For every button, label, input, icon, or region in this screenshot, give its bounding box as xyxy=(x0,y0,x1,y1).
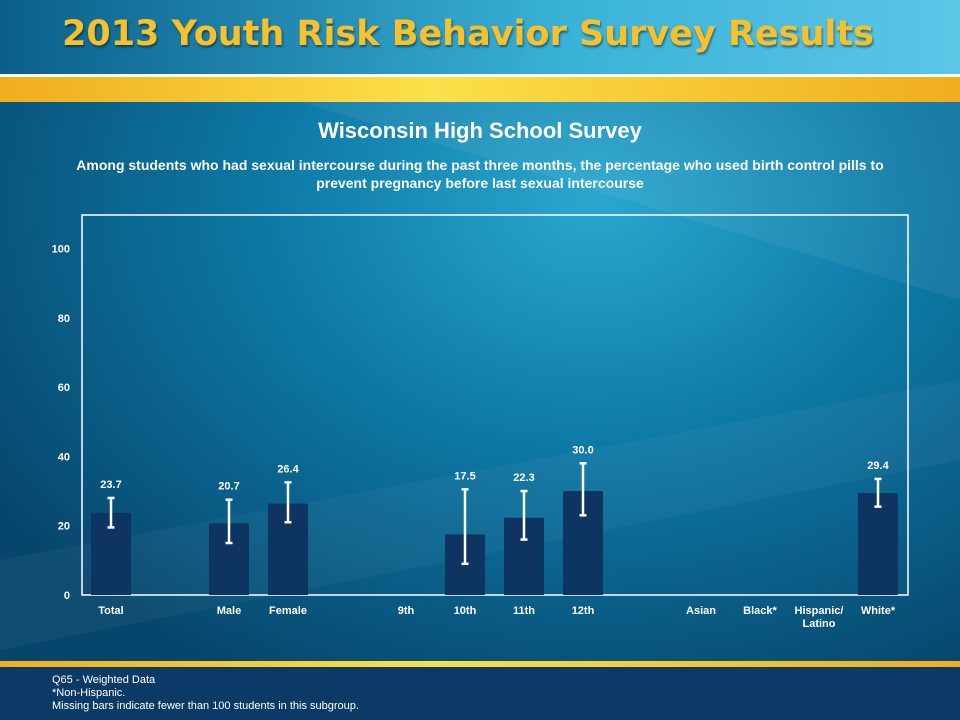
x-tick-label: Hispanic/ xyxy=(795,605,844,617)
x-tick-label: 9th xyxy=(398,605,415,617)
y-tick-label: 60 xyxy=(58,382,70,394)
x-tick-label: 10th xyxy=(454,605,477,617)
banner-title: 2013 Youth Risk Behavior Survey Results xyxy=(62,14,874,54)
footer-line-nonhispanic: *Non-Hispanic. xyxy=(52,687,126,699)
data-label: 20.7 xyxy=(218,481,239,493)
y-tick-label: 40 xyxy=(58,451,70,463)
x-tick-label: Total xyxy=(98,605,123,617)
chart-subtitle: Among students who had sexual intercours… xyxy=(76,157,884,191)
y-tick-label: 0 xyxy=(64,590,70,602)
y-tick-label: 80 xyxy=(58,313,70,325)
x-tick-label: White* xyxy=(861,605,896,617)
x-tick-label: 11th xyxy=(513,605,535,617)
bar xyxy=(858,493,898,595)
data-label: 26.4 xyxy=(277,463,299,475)
data-label: 29.4 xyxy=(867,460,889,472)
data-label: 17.5 xyxy=(454,470,475,482)
footer-line-weighted: Q65 - Weighted Data xyxy=(52,674,156,686)
footer-notes: Q65 - Weighted Data *Non-Hispanic. Missi… xyxy=(52,674,359,713)
x-tick-label: Female xyxy=(269,605,307,617)
y-tick-label: 20 xyxy=(58,521,70,533)
x-tick-label: Asian xyxy=(686,605,716,617)
x-tick-label: Male xyxy=(217,605,241,617)
data-label: 30.0 xyxy=(572,444,593,456)
y-tick-label: 100 xyxy=(52,244,70,256)
plot-frame xyxy=(81,214,909,596)
data-label: 22.3 xyxy=(513,472,534,484)
x-tick-label: Black* xyxy=(743,605,777,617)
chart-title: Wisconsin High School Survey xyxy=(318,118,642,143)
data-label: 23.7 xyxy=(100,479,121,491)
x-tick-label: 12th xyxy=(572,605,595,617)
footer-line-missing: Missing bars indicate fewer than 100 stu… xyxy=(52,700,359,712)
x-tick-label: Latino xyxy=(803,618,836,630)
